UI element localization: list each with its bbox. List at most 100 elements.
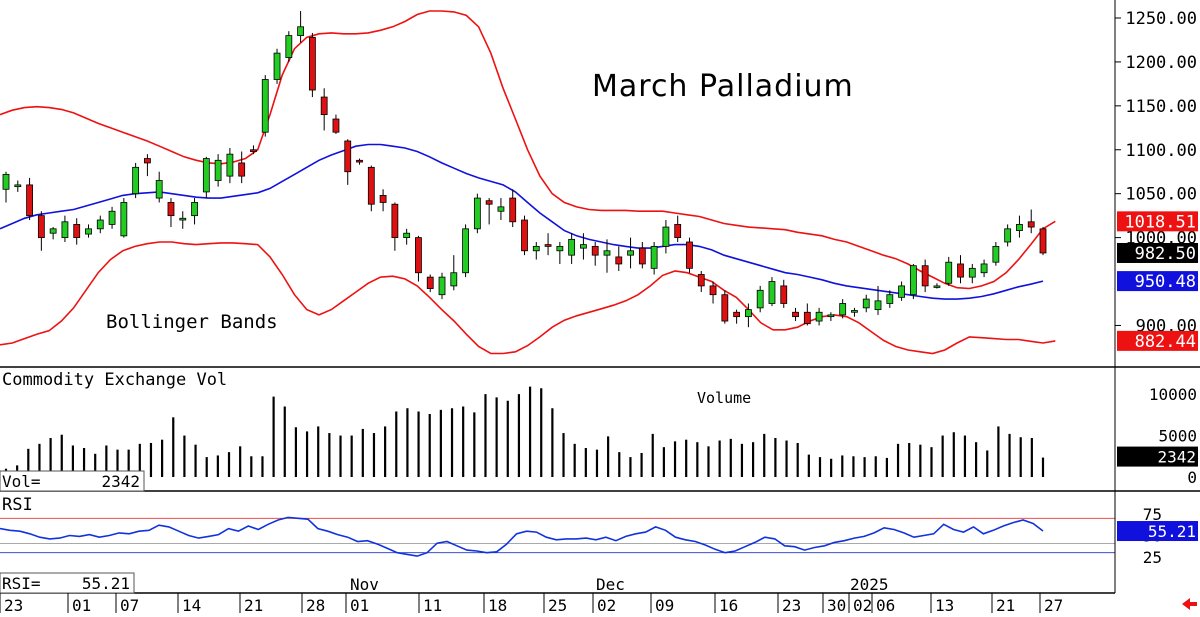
candle-down: [238, 162, 246, 177]
time-tick-label: 06: [876, 596, 895, 615]
volume-series-label: Volume: [697, 389, 751, 407]
candle-up: [179, 217, 187, 221]
time-tick-label: 21: [996, 596, 1015, 615]
candle-up: [61, 221, 69, 239]
candle-up: [202, 158, 210, 193]
time-tick-label: 16: [719, 596, 738, 615]
candle-up: [992, 245, 1000, 263]
volume-readout-box: [0, 470, 145, 492]
rsi-line: [0, 516, 1044, 557]
candle-down: [803, 311, 811, 325]
candle-up: [1016, 224, 1023, 231]
candle-up: [462, 228, 469, 274]
volume-tick-labels: 0 5000 10000 2342: [1117, 385, 1198, 487]
price-tags: 1018.51 982.50 950.48 882.44: [1117, 211, 1198, 352]
candle-down: [591, 245, 599, 256]
candle-up: [450, 272, 458, 287]
candle-down: [37, 215, 45, 238]
candles-layer: [2, 10, 1047, 328]
volume-readout-label: Vol=: [2, 472, 41, 491]
candle-up: [2, 173, 10, 190]
price-tick-label: 1150.00: [1125, 97, 1197, 117]
candle-up: [556, 245, 564, 252]
candle-up: [473, 197, 481, 230]
candle-up: [815, 311, 823, 322]
time-tick-label: 14: [182, 596, 201, 615]
rsi-panel-title: RSI: [2, 495, 33, 515]
time-tick-label: 13: [935, 596, 954, 615]
candle-up: [945, 261, 953, 284]
candle-down: [921, 265, 929, 287]
time-tick-label: 18: [488, 596, 507, 615]
rsi-readout-box: [0, 572, 135, 594]
price-tag-label: 982.50: [1135, 244, 1196, 264]
time-tick-label: 30: [827, 596, 846, 615]
rsi-layer: [0, 516, 1115, 557]
time-tick-label: 25: [548, 596, 567, 615]
candle-down: [250, 149, 257, 152]
candle-down: [638, 247, 646, 265]
candle-up: [497, 206, 505, 212]
candle-up: [851, 310, 858, 313]
rsi-readout-value: 55.21: [82, 574, 130, 593]
candle-up: [827, 314, 835, 318]
candle-up: [650, 245, 658, 269]
candle-up: [261, 79, 269, 133]
price-tag-label: 1018.51: [1124, 212, 1196, 232]
candle-down: [144, 158, 151, 164]
candle-up: [155, 180, 163, 199]
rsi-current-tag-label: 55.21: [1148, 522, 1196, 541]
time-tick-label: 02: [597, 596, 616, 615]
candle-down: [686, 241, 693, 269]
candle-up: [297, 26, 305, 36]
candle-down: [344, 140, 352, 173]
price-tag-label: 882.44: [1135, 332, 1196, 352]
rsi-readout-label: RSI=: [2, 574, 41, 593]
price-tick-label: 1100.00: [1125, 141, 1197, 161]
volume-current-tag-box: [1117, 446, 1198, 467]
candle-up: [744, 309, 752, 318]
time-tick-label: 01: [350, 596, 369, 615]
time-tick-label: 11: [423, 596, 442, 615]
candle-down: [615, 256, 623, 265]
price-tag-box: [1117, 330, 1198, 351]
time-axis: 23 01 07 14 21 28 01 11 18 25 02 09 16 23 30 02 06 13 21 27…: [0, 575, 1063, 615]
volume-current-tag-label: 2342: [1157, 448, 1196, 467]
volume-tick-label: 0: [1187, 468, 1197, 487]
candle-up: [662, 226, 670, 247]
candle-down: [356, 159, 363, 163]
candle-down: [733, 311, 741, 318]
candle-up: [839, 303, 847, 316]
candle-up: [532, 245, 540, 252]
price-tag-box: [1117, 271, 1198, 292]
candle-up: [214, 159, 222, 181]
candle-up: [49, 228, 57, 234]
rsi-current-tag-box: [1117, 521, 1198, 542]
candle-down: [415, 237, 422, 274]
labels-layer: March Palladium Bollinger Bands Commodit…: [2, 69, 853, 515]
bollinger-middle-line: [0, 143, 1044, 300]
candle-down: [1039, 228, 1047, 254]
candle-up: [886, 294, 894, 304]
rsi-tick-labels: 25507555.21: [1117, 505, 1198, 567]
candle-down: [379, 195, 387, 203]
bollinger-lower-line: [0, 241, 1056, 355]
candle-down: [1027, 221, 1035, 228]
candle-down: [73, 224, 81, 238]
candle-up: [285, 35, 293, 58]
volume-readout-value: 2342: [101, 472, 140, 491]
time-tick-label: 27: [1044, 596, 1063, 615]
volume-tick-label: 5000: [1158, 427, 1197, 446]
candle-down: [391, 203, 399, 238]
candle-down: [697, 274, 705, 287]
time-tick-label: 09: [655, 596, 674, 615]
candle-down: [709, 285, 717, 296]
time-tick-label: 23: [4, 596, 23, 615]
candle-up: [756, 289, 764, 309]
candle-down: [485, 200, 493, 205]
candle-up: [768, 281, 776, 304]
candle-up: [968, 267, 976, 278]
scroll-right-arrow-icon[interactable]: [1182, 598, 1197, 610]
candle-down: [521, 219, 528, 252]
